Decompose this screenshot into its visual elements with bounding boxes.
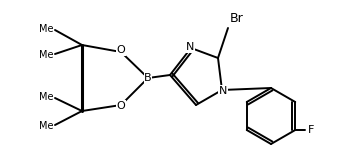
Text: Br: Br — [230, 12, 244, 25]
Text: F: F — [308, 125, 315, 135]
Text: N: N — [219, 86, 227, 96]
Text: B: B — [144, 73, 152, 83]
Text: O: O — [117, 101, 125, 111]
Text: Me: Me — [38, 121, 53, 131]
Text: Me: Me — [38, 50, 53, 60]
Text: N: N — [186, 42, 194, 52]
Text: Me: Me — [38, 92, 53, 102]
Text: O: O — [117, 45, 125, 55]
Text: Me: Me — [38, 24, 53, 34]
